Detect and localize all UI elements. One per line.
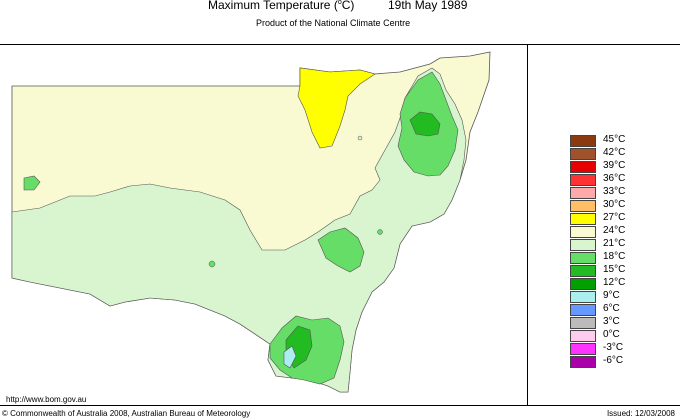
map-speck — [208, 260, 216, 268]
legend-item: 21°C — [570, 238, 680, 252]
legend-label: 24°C — [603, 225, 626, 236]
band-24-27 — [297, 67, 376, 149]
title-unit: C) — [341, 0, 355, 12]
legend-item: 12°C — [570, 277, 680, 291]
legend-item: 18°C — [570, 251, 680, 265]
legend-swatch — [570, 317, 596, 329]
legend-swatch — [570, 187, 596, 199]
legend-swatch — [570, 148, 596, 160]
legend-swatch — [570, 161, 596, 173]
legend-swatch — [570, 239, 596, 251]
legend-label: 27°C — [603, 212, 626, 223]
legend-label: 21°C — [603, 238, 626, 249]
degree-superscript: o — [337, 0, 342, 6]
legend-item: 30°C — [570, 199, 680, 213]
legend-swatch — [570, 278, 596, 290]
legend-item: 45°C — [570, 134, 680, 148]
band-12-15-north — [409, 111, 441, 137]
legend-item: 3°C — [570, 316, 680, 330]
legend-item: 27°C — [570, 212, 680, 226]
map-header: Maximum Temperature (oC) 19th May 1989 — [0, 0, 680, 14]
legend-label: 12°C — [603, 277, 626, 288]
legend-item: 36°C — [570, 173, 680, 187]
legend-item: 33°C — [570, 186, 680, 200]
legend-item: 0°C — [570, 329, 680, 343]
title-text: Maximum Temperature ( — [208, 0, 338, 12]
legend-swatch — [570, 343, 596, 355]
legend-divider — [527, 44, 528, 406]
legend-swatch — [570, 174, 596, 186]
legend-label: 42°C — [603, 147, 626, 158]
source-url: http://www.bom.gov.au — [6, 395, 87, 404]
legend-item: -3°C — [570, 342, 680, 356]
legend-swatch — [570, 330, 596, 342]
legend-swatch — [570, 252, 596, 264]
map-frame — [0, 44, 680, 406]
legend-label: 0°C — [603, 329, 620, 340]
map-title: Maximum Temperature (oC) — [208, 0, 354, 12]
legend-label: 33°C — [603, 186, 626, 197]
map-subtitle: Product of the National Climate Centre — [256, 18, 411, 28]
band-15-18-west — [23, 175, 41, 191]
band-9-12-south — [283, 345, 297, 369]
legend-swatch — [570, 265, 596, 277]
legend-swatch — [570, 135, 596, 147]
legend-item: 24°C — [570, 225, 680, 239]
legend-label: 36°C — [603, 173, 626, 184]
band-18-21 — [11, 67, 467, 393]
legend-label: 15°C — [603, 264, 626, 275]
map-date: 19th May 1989 — [388, 0, 468, 12]
legend-label: 39°C — [603, 160, 626, 171]
legend-swatch — [570, 304, 596, 316]
copyright-text: © Commonwealth of Australia 2008, Austra… — [2, 409, 251, 418]
map-speck — [357, 135, 363, 141]
issued-date: Issued: 12/03/2008 — [606, 409, 675, 418]
legend-swatch — [570, 291, 596, 303]
temperature-map — [11, 51, 491, 393]
legend-label: -3°C — [603, 342, 624, 353]
legend-label: 45°C — [603, 134, 626, 145]
legend-swatch — [570, 213, 596, 225]
legend-swatch — [570, 226, 596, 238]
legend-label: 18°C — [603, 251, 626, 262]
band-15-18-central — [317, 227, 365, 273]
legend-label: 6°C — [603, 303, 620, 314]
legend-label: 30°C — [603, 199, 626, 210]
legend-label: -6°C — [603, 355, 624, 366]
legend-swatch — [570, 200, 596, 212]
map-speck — [377, 229, 383, 235]
legend-label: 3°C — [603, 316, 620, 327]
legend-swatch — [570, 356, 596, 368]
legend-item: -6°C — [570, 355, 680, 369]
legend-item: 15°C — [570, 264, 680, 278]
legend-item: 9°C — [570, 290, 680, 304]
legend-item: 42°C — [570, 147, 680, 161]
legend-item: 39°C — [570, 160, 680, 174]
legend-label: 9°C — [603, 290, 620, 301]
legend-item: 6°C — [570, 303, 680, 317]
